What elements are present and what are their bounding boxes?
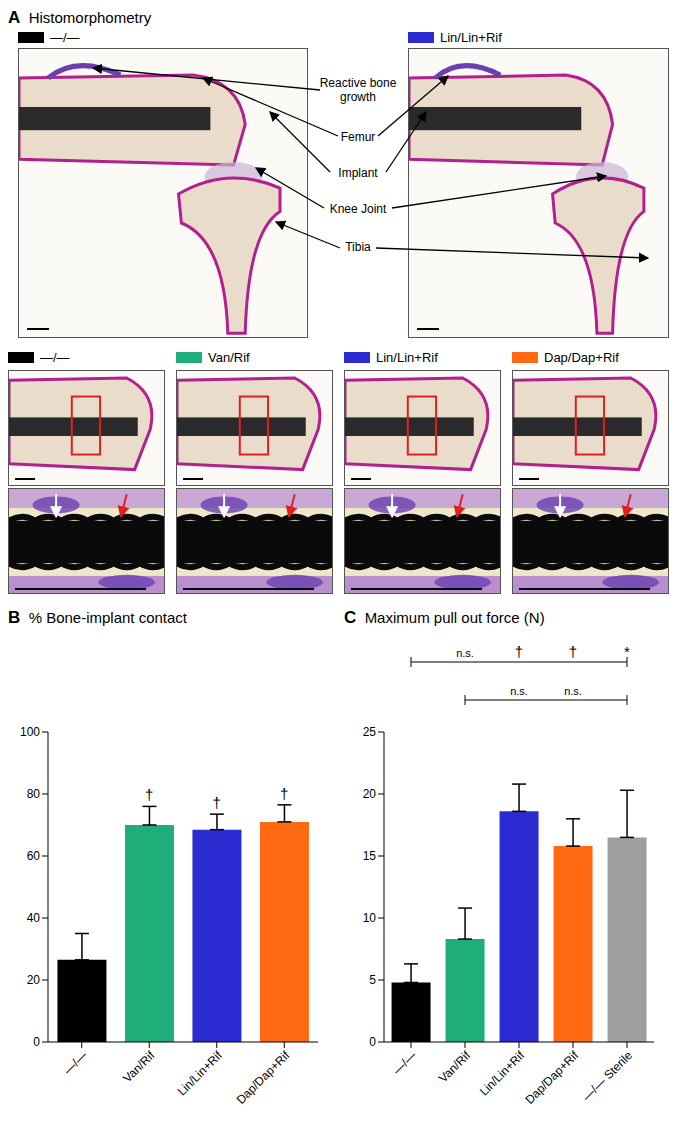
html-text:Maximum pull out force (N): Maximum pull out force (N)	[364, 609, 545, 626]
html-text:Histomorphometry: Histomorphometry	[28, 9, 152, 26]
svg-text:n.s.: n.s.	[564, 685, 582, 697]
svg-text:25: 25	[363, 725, 377, 739]
svg-text:Van/Rif: Van/Rif	[120, 1048, 158, 1086]
svg-text:†: †	[280, 785, 288, 802]
svg-text:†: †	[569, 643, 577, 660]
svg-text:10: 10	[363, 911, 377, 925]
svg-text:—/—: —/—	[390, 1048, 419, 1077]
svg-text:0: 0	[369, 1035, 376, 1049]
svg-text:Lin/Lin+Rif: Lin/Lin+Rif	[477, 1048, 528, 1099]
html-text:Tibia: Tibia	[345, 240, 371, 254]
html-text:Implant: Implant	[338, 166, 378, 180]
svg-text:—/— Sterile: —/— Sterile	[580, 1048, 636, 1104]
html-text:% Bone-implant contact: % Bone-implant contact	[28, 609, 187, 626]
html-text:Knee Joint: Knee Joint	[329, 202, 387, 216]
html-text:Femur: Femur	[340, 130, 376, 144]
svg-text:*: *	[624, 643, 630, 660]
html-text:Reactive bone growth: Reactive bone growth	[319, 76, 397, 104]
html-text:C: C	[344, 608, 357, 627]
svg-text:—/—: —/—	[61, 1048, 90, 1077]
svg-text:60: 60	[27, 849, 41, 863]
html-text:Dap/Dap+Rif: Dap/Dap+Rif	[544, 350, 619, 365]
svg-text:†: †	[145, 786, 153, 803]
svg-text:100: 100	[20, 725, 40, 739]
svg-text:40: 40	[27, 911, 41, 925]
svg-text:20: 20	[27, 973, 41, 987]
svg-text:5: 5	[369, 973, 376, 987]
svg-text:n.s.: n.s.	[510, 685, 528, 697]
svg-text:†: †	[515, 643, 523, 660]
svg-text:†: †	[213, 794, 221, 811]
html-text:Lin/Lin+Rif: Lin/Lin+Rif	[376, 350, 438, 365]
svg-text:20: 20	[363, 787, 377, 801]
html-text:B: B	[8, 608, 21, 627]
svg-text:Lin/Lin+Rif: Lin/Lin+Rif	[175, 1048, 226, 1099]
svg-text:Van/Rif: Van/Rif	[436, 1048, 474, 1086]
svg-text:0: 0	[33, 1035, 40, 1049]
svg-text:15: 15	[363, 849, 377, 863]
html-text:Lin/Lin+Rif: Lin/Lin+Rif	[440, 30, 502, 45]
svg-text:n.s.: n.s.	[456, 647, 474, 659]
html-text:Van/Rif: Van/Rif	[208, 350, 250, 365]
svg-text:80: 80	[27, 787, 41, 801]
svg-text:Dap/Dap+Rif: Dap/Dap+Rif	[522, 1048, 581, 1107]
html-text:A: A	[8, 8, 21, 27]
svg-text:Dap/Dap+Rif: Dap/Dap+Rif	[234, 1048, 293, 1107]
